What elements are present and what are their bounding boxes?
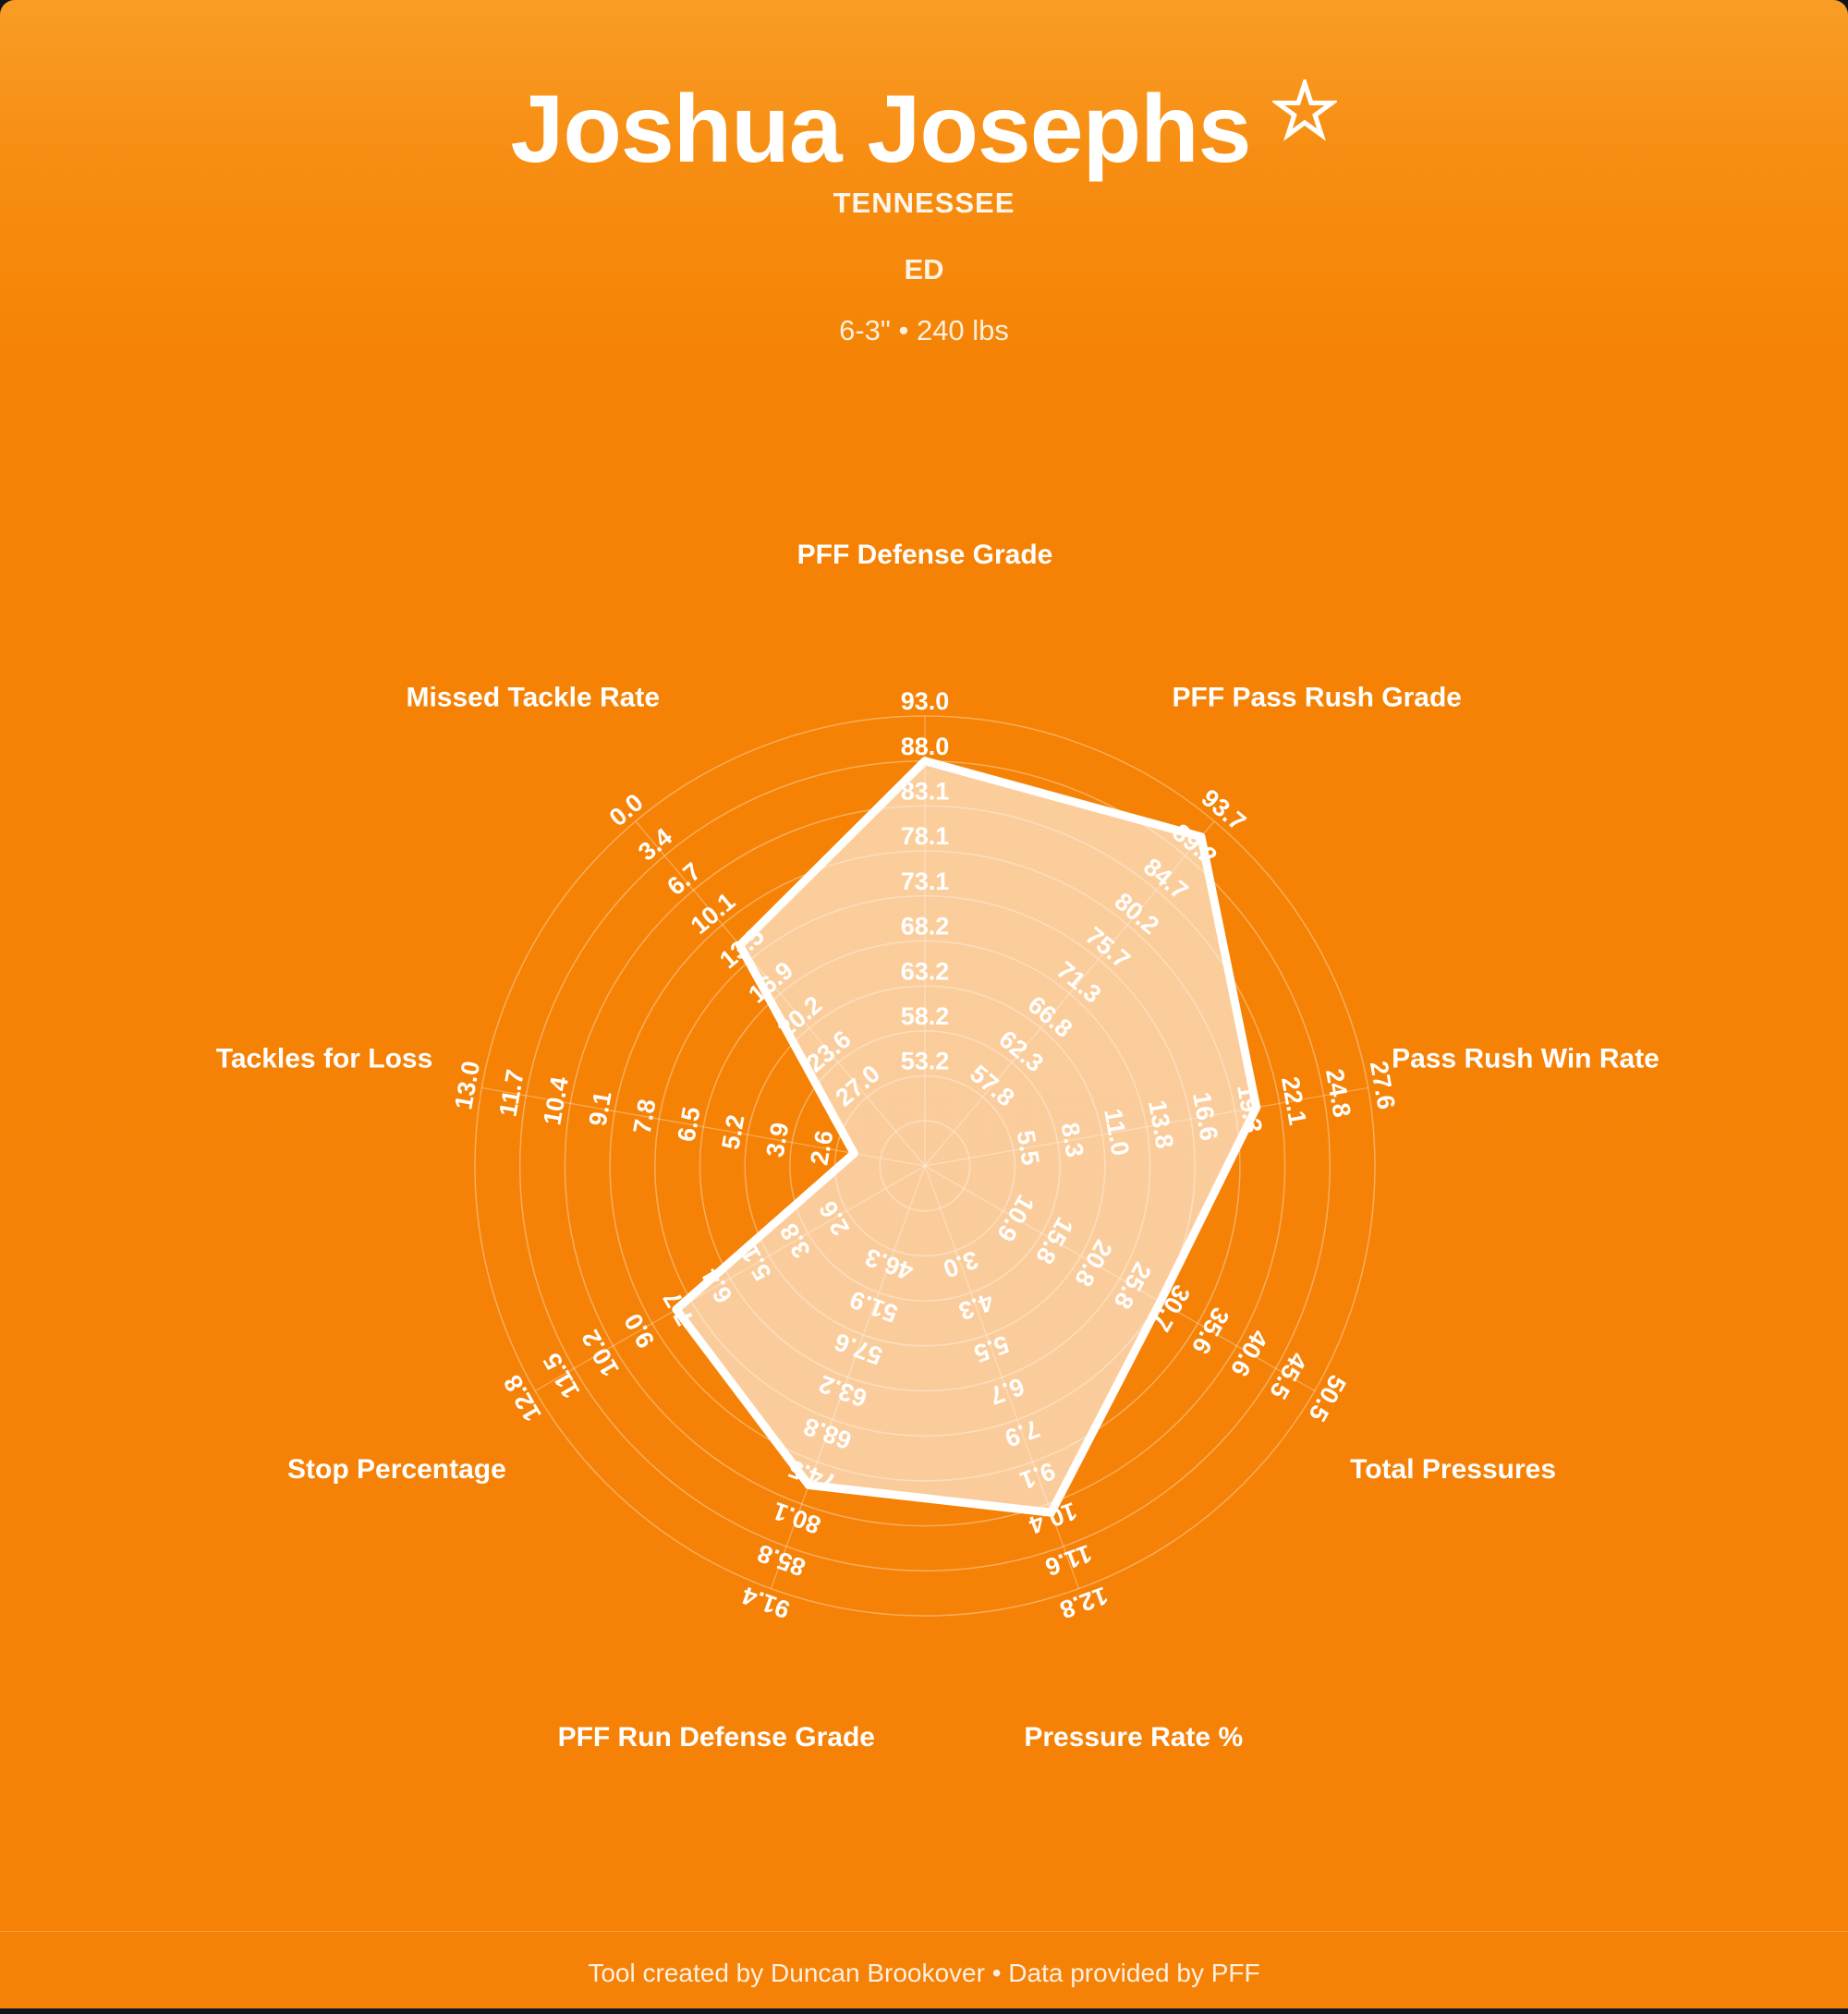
footer-credit: Tool created by Duncan Brookover • Data … [588, 1959, 1260, 1987]
player-polygon-fill [675, 760, 1257, 1513]
axis-title: Pressure Rate % [1024, 1722, 1243, 1753]
tick-label: 6.7 [662, 857, 706, 901]
axis-title: Total Pressures [1350, 1454, 1556, 1485]
tick-label: 6.5 [673, 1105, 706, 1144]
header: Joshua Josephs TENNESSEE ED 6-3" • 240 l… [0, 0, 1848, 347]
footer-divider [0, 1931, 1848, 1932]
player-name: Joshua Josephs [510, 76, 1252, 183]
axis-title: Tackles for Loss [216, 1043, 433, 1074]
team-name: TENNESSEE [833, 187, 1015, 220]
tick-label: 3.9 [760, 1121, 794, 1159]
star-icon [1270, 75, 1340, 144]
tick-label: 2.6 [805, 1128, 838, 1167]
tick-label: 63.2 [901, 957, 950, 985]
player-polygon-outline [672, 757, 1261, 1517]
grid-ring [474, 715, 1376, 1617]
tick-label: 5.5 [1012, 1128, 1045, 1167]
tick-label: 10.1 [686, 887, 741, 940]
tick-label: 58.2 [901, 1002, 950, 1030]
tick-label: 0.0 [604, 788, 649, 831]
tick-label: 8.3 [1055, 1121, 1088, 1159]
axis-title: Stop Percentage [287, 1454, 506, 1485]
position-label: ED [904, 253, 944, 286]
axis-title: Pass Rush Win Rate [1392, 1043, 1660, 1074]
tick-label: 73.1 [901, 867, 950, 895]
tick-label: 93.7 [1196, 783, 1251, 836]
tick-label: 93.0 [901, 687, 950, 715]
tick-label: 5.2 [716, 1112, 749, 1151]
tick-label: 11.6 [1041, 1539, 1095, 1582]
measurables: 6-3" • 240 lbs [839, 314, 1009, 347]
axis-title: PFF Defense Grade [797, 540, 1053, 570]
tick-label: 78.1 [901, 822, 950, 850]
tick-label: 68.2 [901, 913, 950, 940]
tick-label: 3.4 [633, 823, 677, 867]
tick-label: 88.0 [901, 733, 950, 760]
player-name-row: Joshua Josephs [510, 75, 1340, 183]
axis-title: PFF Run Defense Grade [558, 1722, 875, 1753]
tick-label: 53.2 [901, 1048, 950, 1075]
tick-label: 7.8 [628, 1097, 662, 1135]
tick-label: 9.1 [584, 1089, 617, 1128]
tick-label: 9.0 [619, 1309, 661, 1353]
axis-title: PFF Pass Rush Grade [1173, 682, 1462, 712]
axis-title: Missed Tackle Rate [406, 682, 660, 712]
